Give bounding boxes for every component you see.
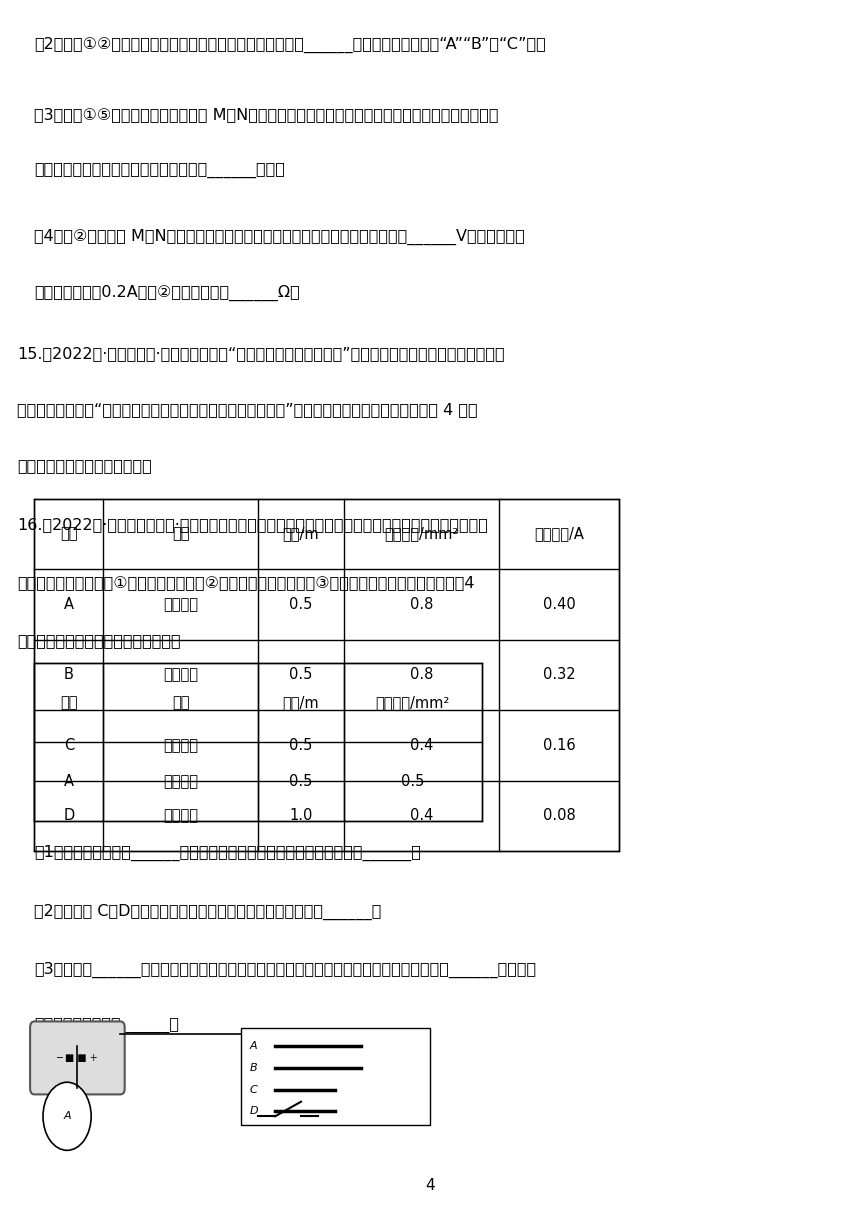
Text: 16.（2022秋·黑龙江齐齐哈尔·九年级统考期末）在探究影响导体电阳大小的因素时，小明作出了如下猜: 16.（2022秋·黑龙江齐齐哈尔·九年级统考期末）在探究影响导体电阳大小的因素… [17, 517, 488, 531]
Text: A: A [64, 597, 74, 612]
Text: 镁镀合金: 镁镀合金 [163, 738, 198, 753]
Text: 0.5: 0.5 [289, 773, 313, 789]
Text: 根电阳丝，其规格、材料如下表所示：: 根电阳丝，其规格、材料如下表所示： [17, 634, 181, 648]
Text: 0.08: 0.08 [543, 809, 575, 823]
Text: 0.16: 0.16 [543, 738, 575, 753]
Text: 想：导体的电阳可能与①导体的长度有关；②导体的横截面积有关；③导体的材料有关。实验室提供了4: 想：导体的电阳可能与①导体的长度有关；②导体的横截面积有关；③导体的材料有关。实… [17, 575, 475, 590]
Text: 编号: 编号 [60, 527, 77, 541]
Text: 横截面积越小，电阳______。: 横截面积越小，电阳______。 [34, 1018, 180, 1034]
Text: （1）实验中通过观察______来比较电阳的大小，此过程用到的研究方法______；: （1）实验中通过观察______来比较电阳的大小，此过程用到的研究方法_____… [34, 845, 421, 861]
Text: 15.（2022秋·黑龙江绵化·九年级期末）在“探究影响电阳大小的因素”的实验中，某实验小组同学利用如图: 15.（2022秋·黑龙江绵化·九年级期末）在“探究影响电阳大小的因素”的实验中… [17, 347, 505, 361]
Bar [34, 499, 619, 851]
Text: 电流大小/A: 电流大小/A [534, 527, 584, 541]
Text: （3）分别将______（填编号）两根合金丝接入电路，可初步探究出的结论是：导体的材料、______相同时，: （3）分别将______（填编号）两根合金丝接入电路，可初步探究出的结论是：导体… [34, 962, 537, 978]
Text: D: D [63, 809, 75, 823]
Text: B: B [249, 1063, 257, 1073]
Bar [34, 663, 482, 821]
Text: C: C [64, 738, 74, 753]
Text: 镁镀合金: 镁镀合金 [163, 809, 198, 823]
Text: 阳丝，其规格、材料如表所示。: 阳丝，其规格、材料如表所示。 [17, 458, 152, 473]
Text: A: A [64, 773, 74, 789]
Text: 横截面积/mm²: 横截面积/mm² [384, 527, 458, 541]
Text: 0.5: 0.5 [289, 597, 313, 612]
Text: 0.8: 0.8 [409, 597, 433, 612]
Text: 0.32: 0.32 [543, 668, 575, 682]
Text: 0.4: 0.4 [409, 738, 433, 753]
Text: 材料: 材料 [172, 527, 189, 541]
Circle shape [43, 1082, 91, 1150]
Text: 0.5: 0.5 [401, 773, 425, 789]
Text: 0.5: 0.5 [289, 668, 313, 682]
Text: A: A [249, 1041, 257, 1051]
Text: 4: 4 [425, 1178, 435, 1193]
Text: 材料: 材料 [172, 694, 189, 710]
Bar [241, 1028, 430, 1125]
Text: D: D [249, 1107, 258, 1116]
Text: （3）选用①⑤两根导体分别接入图中 M、N两点间，闭合开关电流表的示数不同，可知在导体的长度和: （3）选用①⑤两根导体分别接入图中 M、N两点间，闭合开关电流表的示数不同，可知… [34, 107, 499, 122]
Text: 长度/m: 长度/m [283, 694, 319, 710]
Text: ─ ■ ■ +: ─ ■ ■ + [57, 1053, 98, 1063]
Text: 编号: 编号 [60, 694, 77, 710]
Text: B: B [64, 668, 74, 682]
Text: 横截面积/mm²: 横截面积/mm² [376, 694, 450, 710]
Text: 镁镀合金: 镁镀合金 [163, 668, 198, 682]
Text: （2）选用①②两根导体分别接入电路进行实验，可验证猜想______（选填猜想因素选项“A”“B”或“C”）。: （2）选用①②两根导体分别接入电路进行实验，可验证猜想______（选填猜想因素… [34, 36, 546, 52]
Text: 0.4: 0.4 [409, 809, 433, 823]
Text: 0.40: 0.40 [543, 597, 575, 612]
Text: C: C [249, 1085, 257, 1094]
Text: A: A [64, 1111, 71, 1121]
Text: 长度/m: 长度/m [283, 527, 319, 541]
Text: 0.5: 0.5 [289, 738, 313, 753]
Text: （2）分别将 C、D两根合金丝接入电路，可初步探究出的结论是______；: （2）分别将 C、D两根合金丝接入电路，可初步探究出的结论是______； [34, 903, 382, 919]
Text: 所示的电路分别对“导体电阳跟它的材料、长度、横截面积有关”的猜想进行实验验证。实验中使用 4 根电: 所示的电路分别对“导体电阳跟它的材料、长度、横截面积有关”的猜想进行实验验证。实… [17, 402, 478, 417]
Text: 镁镀合金: 镁镀合金 [163, 773, 198, 789]
Text: 电流表的示数为0.2A，则②导体的电阳为______Ω。: 电流表的示数为0.2A，则②导体的电阳为______Ω。 [34, 285, 300, 300]
Text: 0.8: 0.8 [409, 668, 433, 682]
Text: 1.0: 1.0 [289, 809, 313, 823]
Text: 横截面积相同时，导体电阳大小跟导体的______有关。: 横截面积相同时，导体电阳大小跟导体的______有关。 [34, 163, 286, 179]
Text: 锰锇合金: 锰锇合金 [163, 597, 198, 612]
FancyBboxPatch shape [30, 1021, 125, 1094]
Text: （4）用②导体接在 M、N两点间后，用电压表测出其两端电压如图乙所示，读数为______V，此时电路中: （4）用②导体接在 M、N两点间后，用电压表测出其两端电压如图乙所示，读数为__… [34, 229, 525, 244]
